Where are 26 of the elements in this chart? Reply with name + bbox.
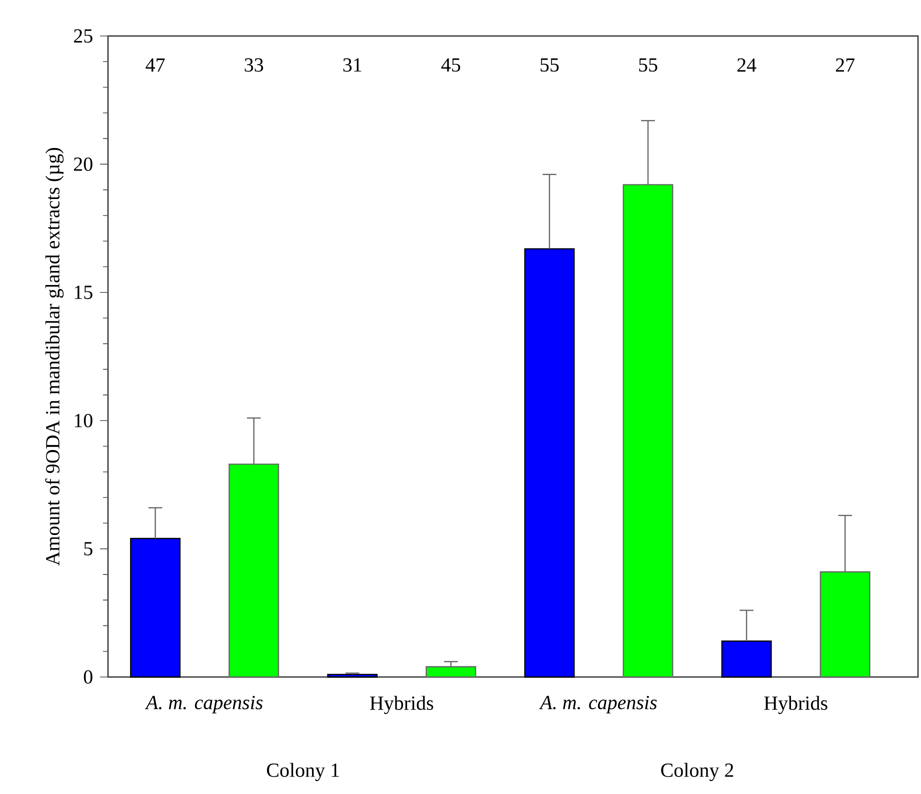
bar [721, 640, 772, 678]
text: Colony 2 [661, 762, 734, 782]
bar [524, 248, 575, 678]
annotation: 33 [244, 58, 264, 72]
y-tick-label: 15 [74, 286, 92, 300]
annotation: 24 [737, 58, 756, 72]
x-tick-label: A. m. capensis [539, 696, 657, 714]
y-tick-label: 10 [74, 414, 92, 428]
annotation: 27 [836, 58, 855, 72]
x-tick-label: Hybrids [370, 696, 434, 714]
annotation: 45 [441, 58, 460, 72]
annotation: 55 [639, 58, 658, 72]
y-axis-title: Amount of 9ODA in mandibular gland extracts (µg) [45, 148, 64, 566]
x-tick-label: Hybrids [764, 696, 828, 714]
y-tick-label: 0 [84, 670, 92, 684]
annotation: 55 [540, 58, 559, 72]
y-tick-label: 20 [74, 157, 92, 171]
bar [327, 674, 378, 678]
x-tick-label: A. m. capensis [144, 696, 263, 714]
bar [426, 666, 476, 678]
y-tick-label: 25 [74, 29, 92, 43]
annotation: 47 [146, 58, 165, 72]
annotation: 31 [343, 58, 362, 72]
text: Colony 1 [266, 762, 339, 782]
y-tick-label: 5 [84, 542, 92, 556]
bar [130, 538, 181, 678]
